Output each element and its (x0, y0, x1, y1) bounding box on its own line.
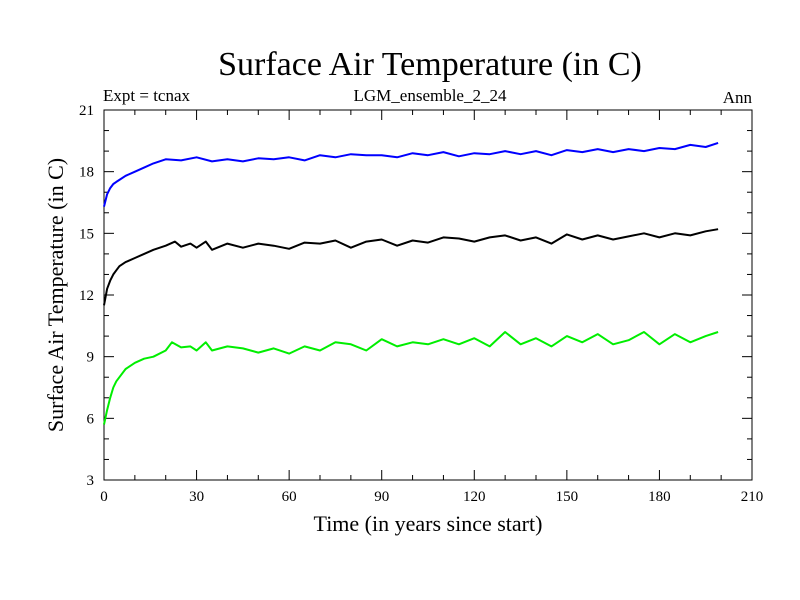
y-tick-label: 3 (87, 473, 95, 489)
plot-frame (103, 109, 753, 481)
x-tick-label: 60 (282, 489, 297, 505)
data-series (103, 141, 719, 425)
y-tick-label: 15 (79, 226, 94, 242)
x-tick-label: 120 (463, 489, 486, 505)
series-line-blue (103, 141, 719, 207)
y-tick-label: 6 (87, 411, 95, 427)
period-label: Ann (723, 88, 753, 107)
x-tick-label: 210 (741, 489, 764, 505)
x-tick-label: 0 (100, 489, 108, 505)
y-tick-label: 9 (87, 350, 95, 366)
series-line-green (103, 331, 719, 425)
series-line-black (103, 228, 719, 306)
x-tick-label: 30 (189, 489, 204, 505)
chart-title: Surface Air Temperature (in C) (218, 46, 642, 83)
y-tick-label: 18 (79, 165, 94, 181)
y-tick-label: 21 (79, 103, 94, 119)
x-tick-label: 150 (556, 489, 579, 505)
x-axis-label: Time (in years since start) (314, 511, 543, 536)
y-axis-label: Surface Air Temperature (in C) (43, 158, 68, 432)
axis-ticks: 0 30 60 90 120 150 180 210 3 6 9 12 15 18 21 (79, 103, 763, 505)
x-tick-label: 90 (374, 489, 389, 505)
expt-label: Expt = tcnax (103, 86, 191, 105)
y-tick-label: 12 (79, 288, 94, 304)
ensemble-label: LGM_ensemble_2_24 (354, 86, 507, 105)
x-tick-label: 180 (648, 489, 671, 505)
